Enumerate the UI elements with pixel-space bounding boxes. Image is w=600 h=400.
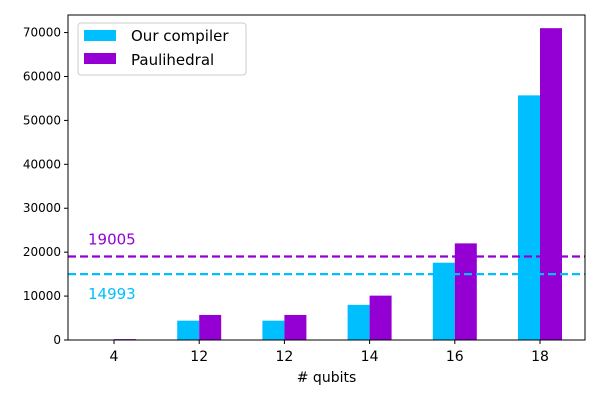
bar-our-compiler-1 bbox=[177, 320, 200, 340]
x-tick-label: 12 bbox=[190, 349, 208, 365]
x-axis: 4 12 12 14 16 18 bbox=[110, 340, 549, 365]
legend-box bbox=[77, 22, 247, 76]
legend-label-paulihedral: Paulihedral bbox=[131, 51, 214, 69]
legend-label-our-compiler: Our compiler bbox=[131, 27, 229, 45]
reference-label-19005: 19005 bbox=[88, 231, 136, 249]
bar-paulihedral-4 bbox=[454, 243, 477, 340]
reference-label-14993: 14993 bbox=[88, 285, 136, 303]
bar-paulihedral-2 bbox=[284, 314, 307, 340]
x-axis-label: # qubits bbox=[297, 370, 357, 386]
y-tick-label: 30000 bbox=[23, 201, 61, 215]
bar-our-compiler-4 bbox=[432, 262, 455, 340]
legend-swatch-paulihedral bbox=[84, 53, 116, 64]
x-tick-label: 18 bbox=[531, 349, 549, 365]
bar-paulihedral-3 bbox=[369, 295, 392, 340]
y-tick-label: 50000 bbox=[23, 113, 61, 127]
x-tick-label: 16 bbox=[446, 349, 464, 365]
reference-lines-group: 19005 14993 bbox=[68, 231, 585, 303]
x-tick-label: 12 bbox=[275, 349, 293, 365]
bar-our-compiler-5 bbox=[518, 95, 540, 341]
bar-paulihedral-1 bbox=[199, 314, 222, 340]
y-tick-label: 70000 bbox=[23, 26, 61, 40]
bar-our-compiler-2 bbox=[262, 320, 285, 340]
y-tick-label: 60000 bbox=[23, 69, 61, 83]
y-tick-label: 20000 bbox=[23, 245, 61, 259]
x-tick-label: 4 bbox=[110, 349, 119, 365]
y-tick-label: 0 bbox=[53, 333, 61, 347]
y-tick-label: 10000 bbox=[23, 289, 61, 303]
bars-group bbox=[114, 28, 562, 341]
x-tick-label: 14 bbox=[361, 349, 379, 365]
plot-frame bbox=[67, 14, 586, 341]
bar-our-compiler-3 bbox=[347, 304, 370, 340]
bar-paulihedral-5 bbox=[540, 28, 562, 340]
legend-swatch-our-compiler bbox=[84, 30, 116, 41]
y-tick-label: 40000 bbox=[23, 157, 61, 171]
legend: Our compiler Paulihedral bbox=[77, 22, 247, 76]
y-axis: 0 10000 20000 30000 40000 50000 60000 70000 bbox=[23, 26, 68, 347]
